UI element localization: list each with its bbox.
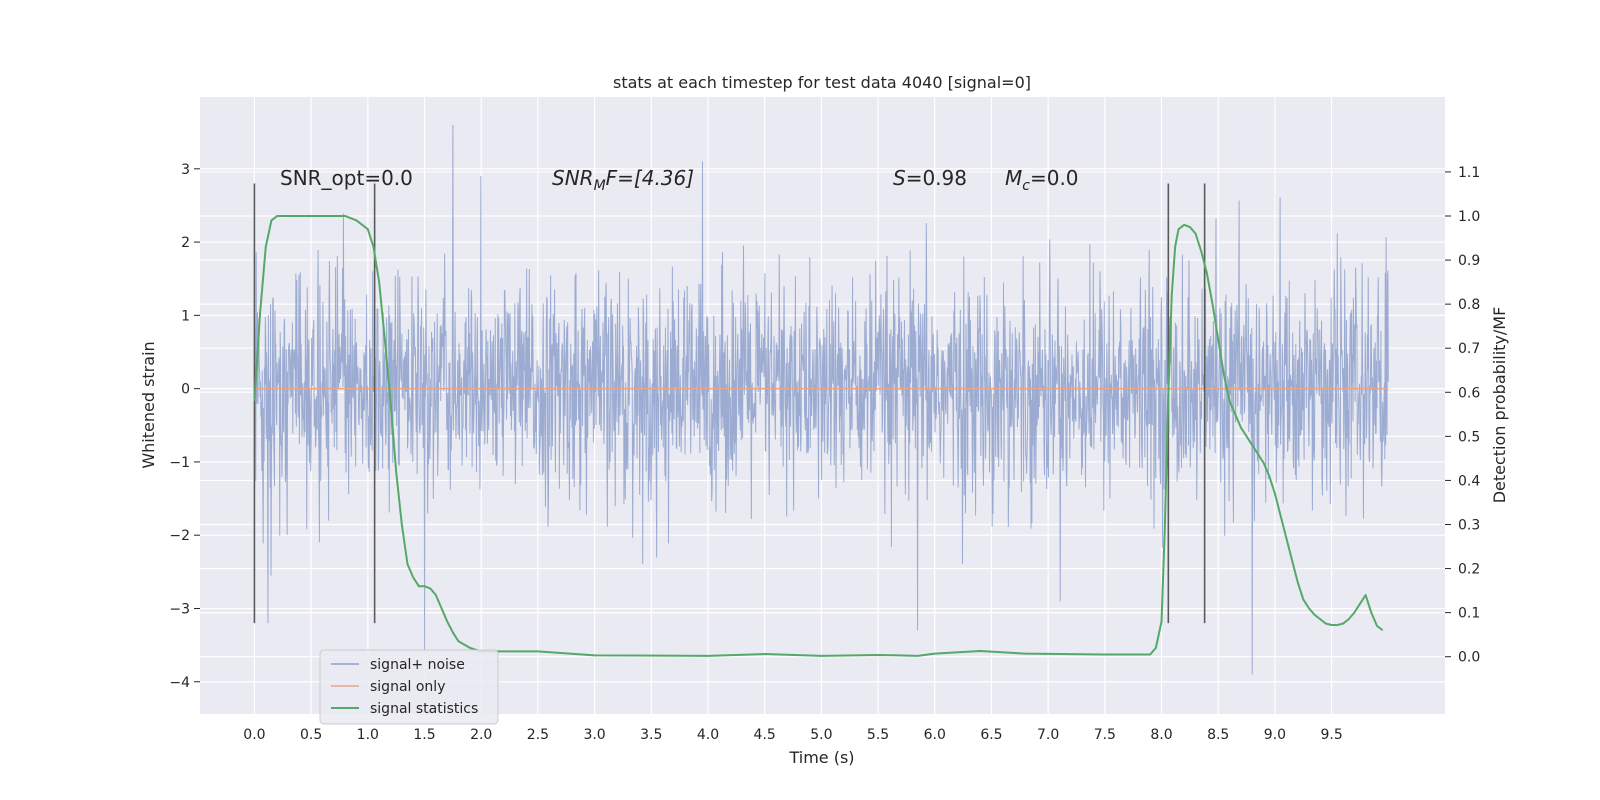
x-tick-label-19: 9.5 xyxy=(1320,727,1342,743)
x-tick-label-11: 5.5 xyxy=(867,727,889,743)
x-tick-label-6: 3.0 xyxy=(583,727,605,743)
y-tick-label-3: −1 xyxy=(169,455,190,471)
y-tick-label-5: 1 xyxy=(181,308,190,324)
series-signal-statistics xyxy=(253,214,1384,657)
x-tick-label-13: 6.5 xyxy=(980,727,1002,743)
y2-tick-label-7: 0.7 xyxy=(1458,341,1480,357)
y-tick-label-7: 3 xyxy=(181,162,190,178)
y2-tick-label-3: 0.3 xyxy=(1458,517,1480,533)
legend-label-signal-statistics: signal statistics xyxy=(370,701,478,717)
signal-noise-line xyxy=(253,124,1389,675)
y2-tick-label-5: 0.5 xyxy=(1458,429,1480,445)
signal-statistics-line xyxy=(253,214,1384,657)
snr-mf-tail: F=[4.36] xyxy=(606,166,694,190)
annotation-snr-mf: SNRMF=[4.36] xyxy=(552,166,694,194)
series-signal-noise xyxy=(253,124,1389,675)
mc-sub: c xyxy=(1022,178,1030,194)
y-tick-label-4: 0 xyxy=(181,382,190,398)
x-tick-label-7: 3.5 xyxy=(640,727,662,743)
y-tick-label-1: −3 xyxy=(169,601,190,617)
x-tick-label-4: 2.0 xyxy=(470,727,492,743)
x-tick-label-2: 1.0 xyxy=(357,727,379,743)
y2-axis-ticks: 0.0 0.1 0.2 0.3 0.4 0.5 0.6 0.7 0.8 0.9 1.0 1.1 xyxy=(1445,165,1480,666)
y-tick-label-6: 2 xyxy=(181,235,190,251)
x-tick-label-9: 4.5 xyxy=(754,727,776,743)
annotation-stat-s: S=0.98 xyxy=(893,166,967,190)
legend-box xyxy=(319,649,499,725)
mc-tail: =0.0 xyxy=(1030,166,1079,190)
legend-label-signal-only: signal only xyxy=(370,679,445,695)
snr-mf-base: SNR xyxy=(552,166,594,190)
x-axis-ticks: 0.0 0.5 1.0 1.5 2.0 2.5 3.0 3.5 4.0 4.5 5.0 5.5 6.0 6… xyxy=(243,727,1342,743)
y-tick-label-0: −4 xyxy=(169,675,190,691)
y2-tick-label-1: 0.1 xyxy=(1458,606,1480,622)
y2-tick-label-2: 0.2 xyxy=(1458,562,1480,578)
x-tick-label-15: 7.5 xyxy=(1094,727,1116,743)
y-tick-label-2: −2 xyxy=(169,528,190,544)
y2-tick-label-9: 0.9 xyxy=(1458,253,1480,269)
x-tick-label-17: 8.5 xyxy=(1207,727,1229,743)
x-axis-label: Time (s) xyxy=(788,748,854,767)
x-tick-label-3: 1.5 xyxy=(413,727,435,743)
x-tick-label-1: 0.5 xyxy=(300,727,322,743)
mc-var: M xyxy=(1005,166,1022,190)
x-tick-label-8: 4.0 xyxy=(697,727,719,743)
x-tick-label-16: 8.0 xyxy=(1150,727,1172,743)
y2-tick-label-8: 0.8 xyxy=(1458,297,1480,313)
y2-tick-label-11: 1.1 xyxy=(1458,165,1480,181)
annotation-stat-mc: Mc=0.0 xyxy=(1005,166,1079,194)
x-tick-label-5: 2.5 xyxy=(527,727,549,743)
legend-label-signal-noise: signal+ noise xyxy=(370,657,465,673)
x-tick-label-0: 0.0 xyxy=(243,727,265,743)
snr-mf-sub: M xyxy=(594,178,606,194)
x-tick-label-12: 6.0 xyxy=(924,727,946,743)
y2-tick-label-4: 0.4 xyxy=(1458,473,1480,489)
legend: signal+ noise signal only signal statist… xyxy=(319,649,499,725)
y-axis-label: Whitened strain xyxy=(139,341,158,468)
s-var: S xyxy=(893,166,906,190)
y2-tick-label-6: 0.6 xyxy=(1458,385,1480,401)
y2-axis-label: Detection probability/MF xyxy=(1490,307,1509,504)
chart-title: stats at each timestep for test data 404… xyxy=(613,73,1031,92)
annotation-snr-opt: SNR_opt=0.0 xyxy=(280,166,413,190)
x-tick-label-18: 9.0 xyxy=(1264,727,1286,743)
y2-tick-label-10: 1.0 xyxy=(1458,209,1480,225)
snr-mf-tail-text: F=[4.36] xyxy=(606,166,694,190)
y-axis-ticks: −4 −3 −2 −1 0 1 2 3 xyxy=(169,162,200,691)
s-tail: =0.98 xyxy=(906,166,967,190)
x-tick-label-10: 5.0 xyxy=(810,727,832,743)
x-tick-label-14: 7.0 xyxy=(1037,727,1059,743)
y2-tick-label-0: 0.0 xyxy=(1458,650,1480,666)
